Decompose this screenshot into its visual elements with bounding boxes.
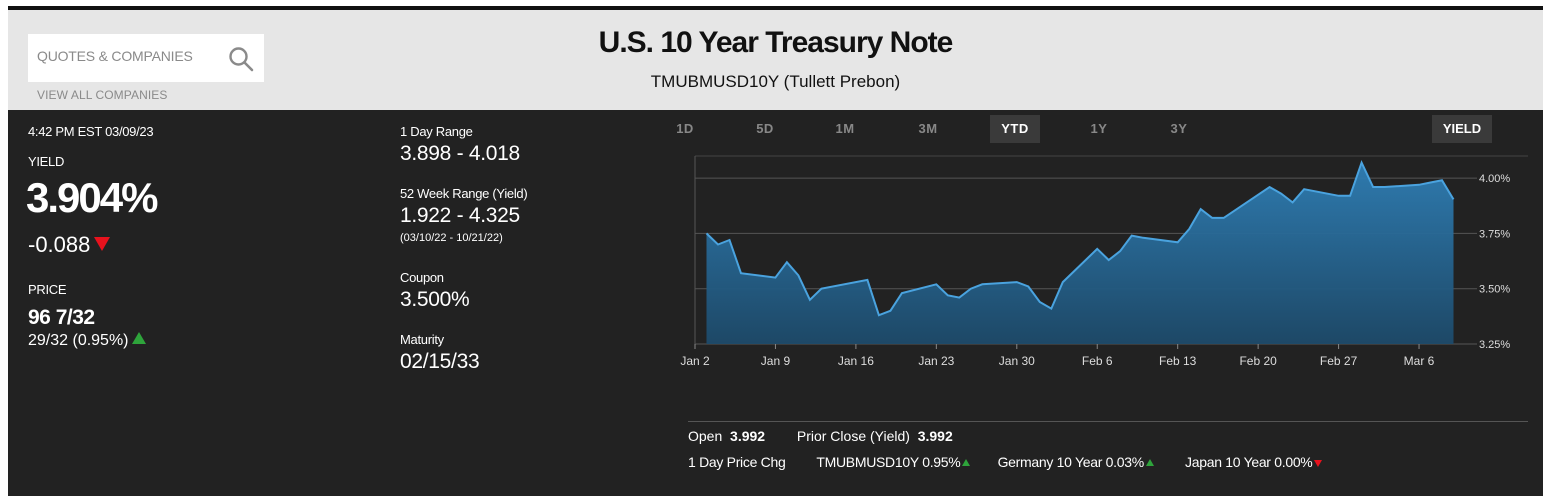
x-tick-label: Feb 20 xyxy=(1239,354,1277,368)
related-label: Germany 10 Year 0.03% xyxy=(997,454,1145,470)
yield-label: YIELD xyxy=(28,154,65,169)
x-tick-label: Feb 27 xyxy=(1320,354,1358,368)
page-subtitle: TMUBMUSD10Y (Tullett Prebon) xyxy=(650,72,901,91)
y-tick-label: 4.00% xyxy=(1479,173,1510,185)
x-tick-label: Jan 2 xyxy=(680,354,710,368)
price-label: PRICE xyxy=(28,282,67,297)
down-arrow-icon xyxy=(94,237,111,251)
search-input[interactable]: QUOTES & COMPANIES xyxy=(28,34,264,82)
yield-change: -0.088 xyxy=(28,232,111,258)
price-change: 29/32 (0.95%) xyxy=(28,332,146,350)
day-range-label: 1 Day Range xyxy=(400,124,473,139)
price-value: 96 7/32 xyxy=(28,306,95,329)
y-tick-label: 3.50% xyxy=(1479,284,1510,296)
x-tick-label: Feb 6 xyxy=(1082,354,1113,368)
week52-range-label: 52 Week Range (Yield) xyxy=(400,186,528,201)
week52-range-dates: (03/10/22 - 10/21/22) xyxy=(400,232,503,244)
tab-1d[interactable]: 1D xyxy=(676,121,694,136)
coupon-value: 3.500% xyxy=(400,288,470,311)
y-tick-label: 3.25% xyxy=(1479,339,1510,351)
up-arrow-icon xyxy=(1145,459,1154,466)
day-range-value: 3.898 - 4.018 xyxy=(400,142,520,165)
open-value: 3.992 xyxy=(730,428,766,444)
price-change-value: 29/32 (0.95%) xyxy=(28,332,129,349)
yield-chart: 4.00%3.75%3.50%3.25% Jan 2 Jan 9 Jan 16 Jan… xyxy=(680,155,1528,368)
search-icon[interactable] xyxy=(228,46,254,72)
view-all-companies-link[interactable]: VIEW ALL COMPANIES xyxy=(37,88,168,102)
tab-3m[interactable]: 3M xyxy=(918,121,938,136)
prior-close-value: 3.992 xyxy=(917,428,953,444)
maturity-label: Maturity xyxy=(400,332,444,347)
yield-change-value: -0.088 xyxy=(28,232,91,257)
open-label: Open xyxy=(688,428,723,444)
stats-row-price-change: 1 Day Price Chg TMUBMUSD10Y 0.95% German… xyxy=(688,454,1323,470)
x-tick-label: Jan 30 xyxy=(999,354,1035,368)
related-label: TMUBMUSD10Y 0.95% xyxy=(816,454,961,470)
divider xyxy=(688,421,1528,422)
y-axis-ticks: 4.00% 3.75% 3.50% 3.25% xyxy=(1479,173,1510,351)
chart-line xyxy=(705,159,1455,317)
tab-1m[interactable]: 1M xyxy=(835,121,855,136)
related-label: Japan 10 Year 0.00% xyxy=(1185,454,1313,470)
y-tick-label: 3.75% xyxy=(1479,228,1510,240)
maturity-value: 02/15/33 xyxy=(400,350,480,373)
page: QUOTES & COMPANIES VIEW ALL COMPANIES U.… xyxy=(8,6,1543,496)
related-tmubmusd10y[interactable]: TMUBMUSD10Y 0.95% xyxy=(816,454,971,470)
yield-value: 3.904% xyxy=(26,174,158,221)
tab-3y[interactable]: 3Y xyxy=(1170,121,1188,136)
coupon-label: Coupon xyxy=(400,270,444,285)
quote-panel: 4:42 PM EST 03/09/23 YIELD 3.904% -0.088… xyxy=(8,110,1543,496)
related-japan-10y[interactable]: Japan 10 Year 0.00% xyxy=(1185,454,1323,470)
x-tick-label: Jan 23 xyxy=(918,354,954,368)
week52-range-value: 1.922 - 4.325 xyxy=(400,204,520,227)
up-arrow-icon xyxy=(131,332,146,344)
stats-row-open-close: Open 3.992 Prior Close (Yield) 3.992 xyxy=(688,428,953,444)
x-tick-label: Mar 6 xyxy=(1404,354,1435,368)
x-tick-label: Feb 13 xyxy=(1159,354,1197,368)
x-tick-label: Jan 16 xyxy=(838,354,874,368)
day-price-change-label: 1 Day Price Chg xyxy=(688,454,786,470)
search-placeholder: QUOTES & COMPANIES xyxy=(37,48,193,64)
prior-close-label: Prior Close (Yield) xyxy=(796,428,910,444)
page-title: U.S. 10 Year Treasury Note xyxy=(598,26,954,59)
related-germany-10y[interactable]: Germany 10 Year 0.03% xyxy=(998,454,1154,470)
tab-1y[interactable]: 1Y xyxy=(1090,121,1108,136)
x-axis-ticks: Jan 2 Jan 9 Jan 16 Jan 23 Jan 30 Feb 6 Feb 13 F… xyxy=(680,344,1435,368)
header-bar: QUOTES & COMPANIES VIEW ALL COMPANIES U.… xyxy=(8,10,1543,110)
tab-ytd[interactable]: YTD xyxy=(990,115,1040,143)
tab-5d[interactable]: 5D xyxy=(756,121,774,136)
up-arrow-icon xyxy=(962,459,971,466)
down-arrow-icon xyxy=(1314,460,1323,467)
yield-toggle-button[interactable]: YIELD xyxy=(1432,115,1492,143)
chart-area xyxy=(706,162,1454,344)
quote-timestamp: 4:42 PM EST 03/09/23 xyxy=(28,124,154,139)
x-tick-label: Jan 9 xyxy=(761,354,791,368)
